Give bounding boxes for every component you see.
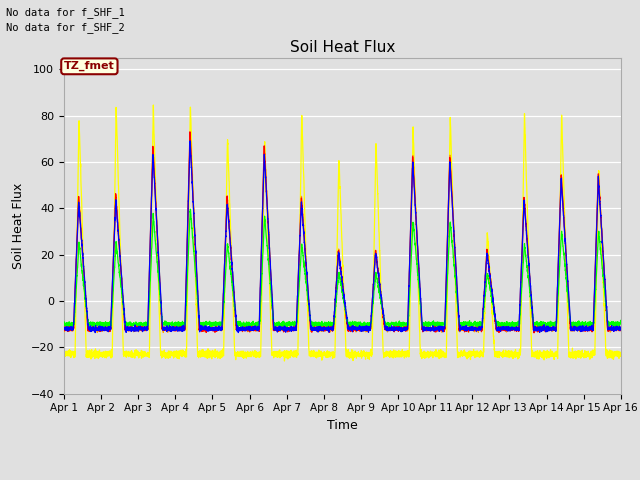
Text: No data for f_SHF_1: No data for f_SHF_1 [6, 7, 125, 18]
Text: No data for f_SHF_2: No data for f_SHF_2 [6, 22, 125, 33]
Text: TZ_fmet: TZ_fmet [64, 61, 115, 72]
Title: Soil Heat Flux: Soil Heat Flux [290, 40, 395, 55]
Legend: SHF1, SHF2, SHF3, SHF4, SHF5: SHF1, SHF2, SHF3, SHF4, SHF5 [132, 474, 552, 480]
X-axis label: Time: Time [327, 419, 358, 432]
Y-axis label: Soil Heat Flux: Soil Heat Flux [12, 182, 25, 269]
